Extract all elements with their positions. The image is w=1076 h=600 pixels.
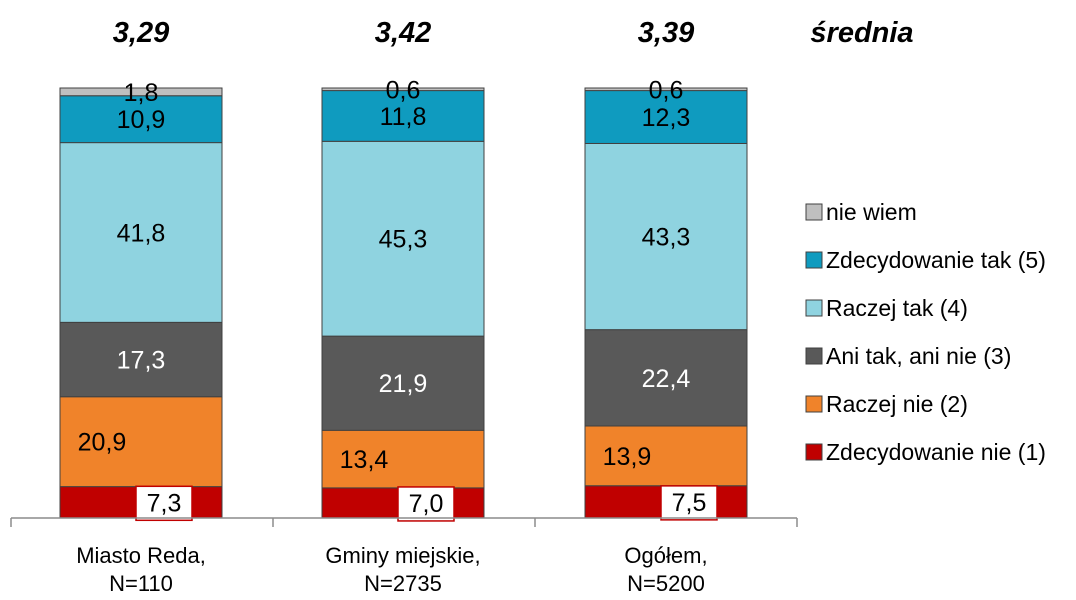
data-label: 13,9 (603, 443, 652, 471)
bar-segment (321, 335, 485, 431)
legend-swatch (805, 395, 823, 413)
legend-swatch (805, 443, 823, 461)
legend-item: nie wiem (805, 199, 917, 225)
bar-segment (584, 142, 748, 331)
average-value: 3,42 (375, 17, 431, 49)
category-sublabel: N=110 (109, 571, 173, 596)
bar-segment (584, 329, 748, 427)
legend-item: Zdecydowanie nie (1) (805, 439, 1046, 465)
category-label: Ogółem, (624, 543, 707, 568)
bar-segment (59, 142, 223, 323)
legend-label: Zdecydowanie tak (5) (826, 247, 1046, 273)
bar-segment (59, 95, 223, 144)
data-label-box (660, 485, 718, 521)
data-label: 22,4 (642, 365, 691, 393)
legend-swatch (805, 347, 823, 365)
data-label-box (397, 486, 455, 522)
data-label: 20,9 (78, 429, 127, 457)
bar-column: 7,0 13,4 21,9 45,3 11,80,6 (321, 76, 485, 522)
bars-group: 7,3 20,9 17,3 41,8 10,91,8 7,0 13,4 21,9 45,3 11,… (59, 76, 748, 522)
data-label: 45,3 (379, 226, 428, 254)
category-sublabel: N=5200 (627, 571, 705, 596)
bar-segment (584, 87, 748, 92)
legend-item: Ani tak, ani nie (3) (805, 343, 1011, 369)
data-label: 1,8 (124, 79, 159, 107)
legend-swatch (805, 299, 823, 317)
bar-segment (321, 140, 485, 337)
data-label-box (135, 485, 193, 522)
bar-segment (59, 87, 223, 97)
bar-segment (59, 396, 223, 488)
legend-swatch (805, 251, 823, 269)
category-sublabel: N=2735 (364, 571, 442, 596)
legend-item: Raczej tak (4) (805, 295, 968, 321)
data-label: 17,3 (117, 347, 166, 375)
legend-label: nie wiem (826, 199, 917, 225)
average-value: 3,29 (113, 17, 169, 49)
data-label: 21,9 (379, 370, 428, 398)
average-caption: średnia (810, 17, 913, 49)
bar-segment (321, 429, 485, 489)
data-label: 7,3 (147, 489, 182, 517)
data-label: 10,9 (117, 106, 166, 134)
data-label: 43,3 (642, 224, 691, 252)
data-label: 7,5 (672, 489, 707, 517)
averages-row: 3,29 3,42 3,39 średnia (113, 17, 914, 49)
data-label: 13,4 (340, 446, 389, 474)
legend-label: Zdecydowanie nie (1) (826, 439, 1046, 465)
data-label: 41,8 (117, 219, 166, 247)
legend: nie wiem Zdecydowanie tak (5) Raczej tak (… (805, 199, 1046, 465)
category-label: Gminy miejskie, (325, 543, 480, 568)
x-axis (10, 517, 798, 527)
bar-segment (321, 87, 485, 92)
data-label: 7,0 (409, 490, 444, 518)
data-label: 0,6 (649, 76, 684, 104)
category-labels: Miasto Reda, N=110 Gminy miejskie, N=2735 Og… (76, 543, 707, 596)
legend-item: Zdecydowanie tak (5) (805, 247, 1046, 273)
bar-segment (584, 90, 748, 144)
legend-label: Raczej tak (4) (826, 295, 968, 321)
bar-segment (321, 90, 485, 142)
data-label: 12,3 (642, 104, 691, 132)
legend-item: Raczej nie (2) (805, 391, 968, 417)
data-label: 0,6 (386, 76, 421, 104)
legend-swatch (805, 203, 823, 221)
bar-column: 7,5 13,9 22,4 43,3 12,30,6 (584, 76, 748, 521)
data-label: 11,8 (380, 103, 427, 131)
bar-column: 7,3 20,9 17,3 41,8 10,91,8 (59, 79, 223, 522)
category-label: Miasto Reda, (76, 543, 206, 568)
average-value: 3,39 (638, 17, 694, 49)
bar-segment (584, 425, 748, 487)
legend-label: Ani tak, ani nie (3) (826, 343, 1011, 369)
legend-label: Raczej nie (2) (826, 391, 968, 417)
